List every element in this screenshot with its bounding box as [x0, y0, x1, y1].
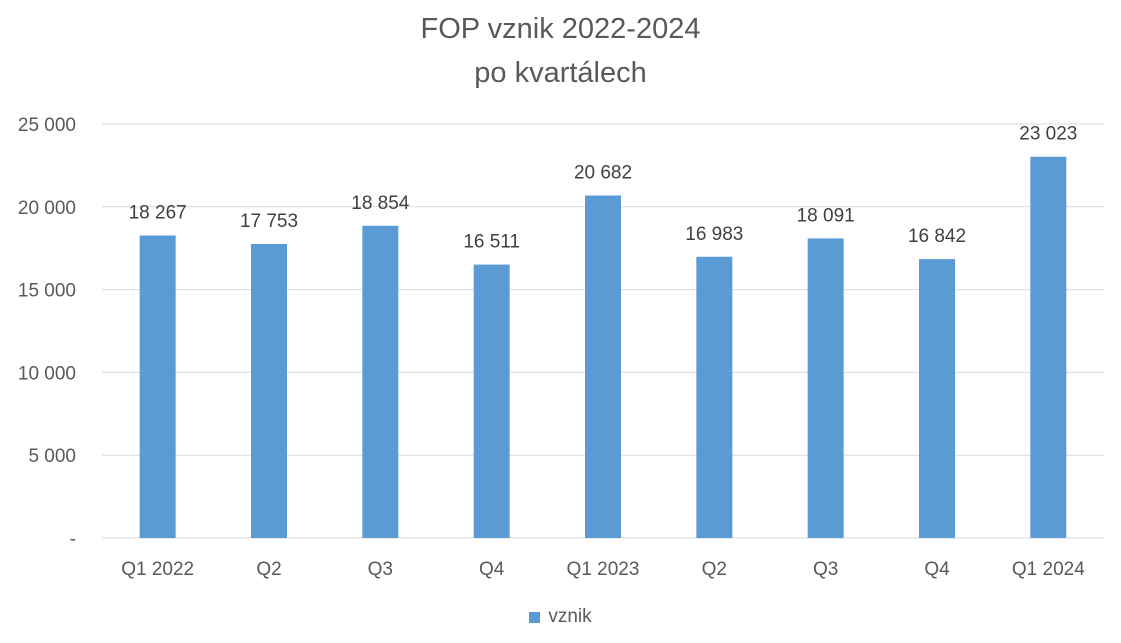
y-tick-label: 5 000 — [28, 446, 76, 467]
data-label: 18 854 — [351, 193, 410, 214]
data-label: 16 511 — [463, 232, 520, 253]
data-label: 16 842 — [908, 226, 966, 247]
x-tick-label: Q2 — [256, 559, 281, 580]
bar — [473, 264, 510, 538]
bar — [1030, 156, 1067, 538]
x-tick-label: Q1 2022 — [121, 559, 194, 580]
y-tick-label: 25 000 — [18, 115, 76, 136]
bar — [807, 238, 844, 539]
bar — [919, 259, 955, 538]
bar — [696, 256, 733, 538]
data-label: 18 091 — [797, 205, 855, 226]
x-tick-label: Q2 — [702, 559, 727, 580]
bar — [362, 225, 399, 538]
bar — [251, 244, 287, 538]
x-tick-label: Q4 — [924, 559, 950, 580]
legend-label: vznik — [548, 606, 592, 627]
data-label: 18 267 — [129, 202, 187, 223]
x-tick-label: Q1 2024 — [1012, 559, 1085, 580]
data-label: 23 023 — [1019, 124, 1077, 145]
bar — [139, 235, 176, 538]
x-tick-label: Q1 2023 — [567, 559, 640, 580]
y-tick-label: 10 000 — [18, 363, 76, 384]
y-tick-label: 15 000 — [18, 281, 76, 302]
chart-subtitle: po kvartálech — [474, 57, 647, 89]
y-tick-label: - — [70, 529, 76, 550]
legend: vznik — [0, 606, 1121, 628]
legend-swatch — [529, 611, 541, 623]
y-tick-label: 20 000 — [18, 198, 76, 219]
x-tick-label: Q3 — [368, 559, 393, 580]
chart-title: FOP vznik 2022-2024 — [420, 13, 701, 45]
data-label: 17 753 — [240, 211, 298, 232]
data-label: 16 983 — [685, 224, 743, 245]
x-tick-label: Q3 — [813, 559, 838, 580]
data-label: 20 682 — [574, 163, 632, 184]
x-tick-label: Q4 — [479, 559, 505, 580]
bar — [585, 195, 621, 538]
